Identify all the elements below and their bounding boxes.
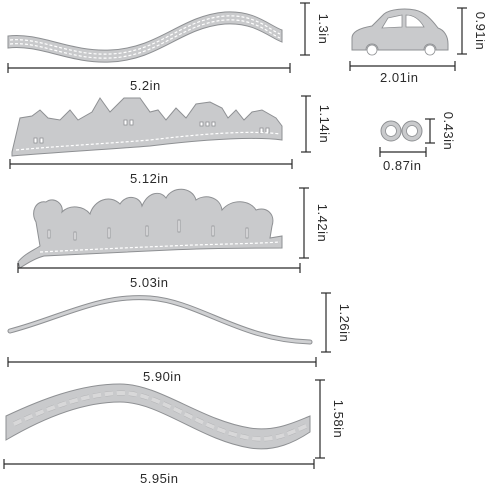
village-strip-die — [11, 97, 283, 157]
car-die — [351, 8, 449, 56]
tree-strip-width-dimension — [17, 263, 301, 273]
wave-strip-die — [7, 11, 283, 63]
rings-die — [380, 120, 423, 142]
wave-strip-height-dimension — [300, 2, 310, 56]
road-curve-height-label: 1.58in — [331, 400, 346, 438]
village-strip-height-dimension — [301, 95, 311, 153]
road-curve-width-dimension — [3, 459, 315, 469]
car-height-dimension — [457, 7, 467, 55]
rings-height-dimension — [425, 118, 435, 144]
car-height-label: 0.91in — [473, 12, 485, 50]
tree-strip-trunk-cutouts — [47, 219, 249, 241]
road-curve-height-dimension — [315, 379, 325, 459]
village-strip-width-label: 5.12in — [130, 171, 168, 186]
road-curve-die — [5, 383, 311, 450]
road-curve-width-label: 5.95in — [140, 471, 178, 486]
tree-strip-height-label: 1.42in — [315, 204, 330, 242]
rings-height-label: 0.43in — [441, 112, 456, 150]
wave-strip-height-label: 1.3in — [316, 14, 331, 45]
thin-wave-width-label: 5.90in — [143, 369, 181, 384]
thin-wave-width-dimension — [7, 357, 317, 367]
car-width-dimension — [349, 61, 456, 71]
wave-strip-width-dimension — [7, 63, 291, 73]
tree-strip-width-label: 5.03in — [130, 275, 168, 290]
thin-wave-die — [7, 295, 313, 345]
village-strip-height-label: 1.14in — [317, 105, 332, 143]
tree-strip-die — [17, 188, 283, 269]
thin-wave-height-dimension — [321, 292, 331, 353]
wave-strip-width-label: 5.2in — [130, 78, 161, 93]
rings-width-label: 0.87in — [383, 158, 421, 173]
tree-strip-height-dimension — [299, 187, 309, 259]
car-width-label: 2.01in — [380, 70, 418, 85]
village-strip-width-dimension — [9, 159, 293, 169]
rings-width-dimension — [379, 147, 427, 157]
thin-wave-height-label: 1.26in — [337, 304, 352, 342]
